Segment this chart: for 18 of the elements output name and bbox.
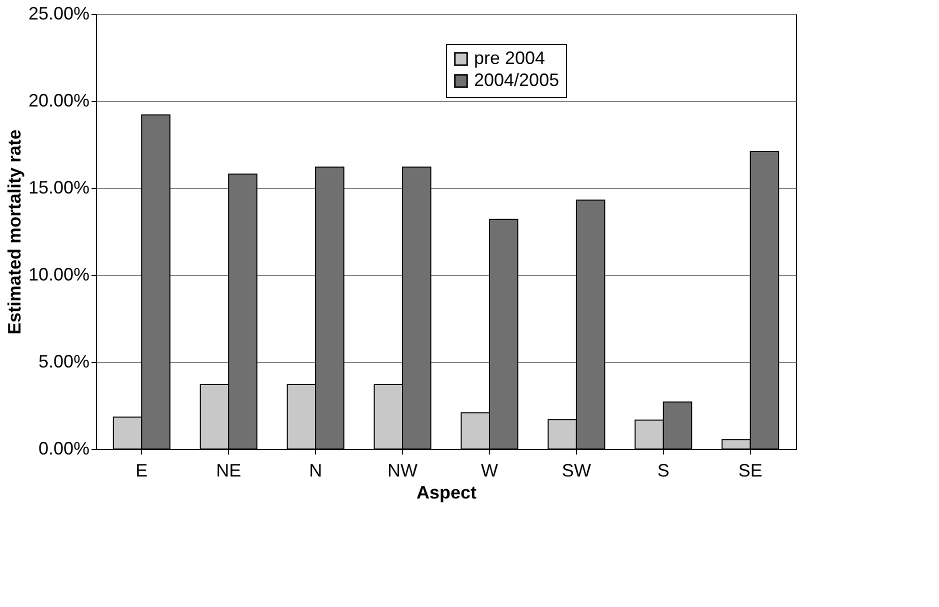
y-axis-title: Estimated mortality rate [4, 129, 24, 335]
x-tick-label: E [136, 460, 148, 480]
y-tick-label: 20.00% [28, 90, 90, 110]
x-tick-label: SW [562, 460, 591, 480]
legend-label: pre 2004 [474, 48, 546, 68]
y-tick-label: 5.00% [38, 352, 90, 372]
y-tick-label: 10.00% [28, 264, 90, 284]
x-tick-label: SE [738, 460, 762, 480]
y-tick-label: 15.00% [28, 178, 90, 198]
legend-label: 2004/2005 [474, 70, 560, 90]
y-tick-label: 25.00% [28, 4, 90, 24]
x-tick-label: W [480, 460, 498, 480]
x-axis-title: Aspect [416, 482, 477, 502]
x-tick-label: NE [216, 460, 242, 480]
x-tick-label: NW [388, 460, 418, 480]
x-tick-label: N [309, 460, 322, 480]
x-tick-label: S [657, 460, 670, 480]
y-tick-label: 0.00% [38, 438, 90, 458]
